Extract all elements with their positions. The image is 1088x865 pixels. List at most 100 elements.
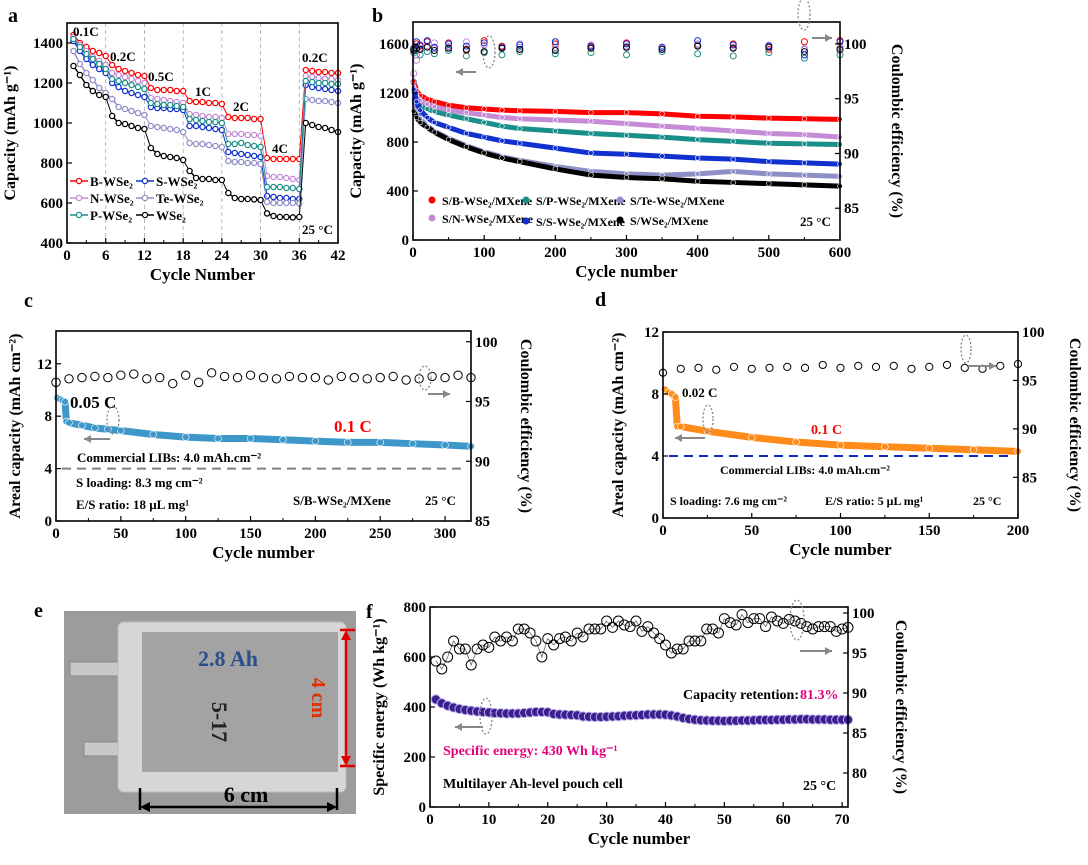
data-point [154, 123, 161, 131]
data-point [147, 144, 155, 152]
ce-point [729, 52, 737, 60]
y-tick-label: 1600 [379, 37, 409, 53]
annotation: 25 °C [803, 779, 836, 794]
data-point [431, 103, 438, 110]
data-point [115, 83, 122, 91]
data-point [296, 213, 303, 221]
y-tick-label: 4 [45, 462, 53, 478]
data-point [748, 433, 756, 442]
data-point [969, 446, 978, 454]
data-point [481, 134, 487, 140]
y2-tick-label: 95 [844, 92, 859, 108]
axis-indicator-ellipse [479, 697, 493, 735]
y-tick-label: 8 [652, 387, 660, 403]
data-point [65, 419, 73, 427]
data-point [134, 109, 142, 117]
data-point [552, 145, 559, 151]
data-point [308, 121, 316, 129]
data-point [108, 95, 116, 103]
data-point [270, 199, 277, 207]
annotation: 0.02 C [682, 385, 717, 400]
ce-point [336, 371, 347, 382]
legend-item: N-WSe₂ [70, 191, 134, 206]
data-point [128, 122, 135, 130]
ce-point [760, 621, 772, 633]
ce-point [571, 627, 583, 639]
ce-point [942, 360, 952, 370]
height-label: 4 cm [307, 678, 329, 719]
ce-point [765, 49, 773, 57]
y-tick-label: 600 [41, 196, 64, 212]
data-point [257, 143, 264, 151]
data-point [289, 184, 297, 192]
y-tick-label: 0 [45, 514, 53, 530]
ce-point [960, 363, 969, 372]
data-point [517, 140, 523, 146]
data-point [308, 96, 316, 104]
data-point [89, 47, 97, 55]
ce-point [907, 364, 916, 373]
ce-point [748, 613, 760, 625]
series-specific-energy [430, 694, 854, 727]
data-point [102, 52, 109, 60]
data-point [321, 124, 329, 132]
x-tick-label: 0 [63, 248, 71, 264]
ce-point [729, 41, 737, 49]
data-point [237, 139, 245, 147]
y2-axis-title: Coulombic efficiency (%) [888, 44, 905, 218]
ce-point [440, 372, 450, 383]
data-point [289, 199, 297, 207]
ce-point [800, 363, 810, 372]
axis-indicator-ellipse [418, 365, 432, 391]
y2-tick-label: 85 [475, 514, 490, 530]
data-point [552, 166, 559, 172]
annotation: 25 °C [800, 214, 831, 229]
ce-point [453, 643, 465, 655]
ce-point [665, 647, 677, 659]
data-point [801, 172, 808, 178]
data-point [134, 77, 142, 85]
data-point [231, 194, 239, 202]
ce-point [818, 621, 830, 633]
ce-point [777, 617, 789, 629]
y2-tick-label: 90 [844, 146, 859, 162]
data-point [214, 434, 222, 443]
legend-label: S/Te-WSe₂/MXene [630, 194, 725, 208]
ce-point [736, 609, 748, 621]
x-tick-label: 50 [717, 812, 732, 828]
data-point [115, 119, 122, 127]
x-tick-label: 0 [659, 523, 667, 539]
data-point [441, 441, 449, 449]
ce-point [747, 364, 756, 373]
data-point [730, 114, 736, 120]
data-point [276, 199, 284, 207]
x-tick-label: 0 [409, 245, 417, 261]
y-axis-title: Specific energy (Wh kg⁻¹) [371, 618, 388, 795]
ce-point [623, 40, 630, 48]
data-point [302, 119, 309, 127]
ce-point [445, 44, 453, 52]
ce-point [501, 631, 513, 643]
ce-point [512, 623, 524, 635]
arrowhead-icon [84, 435, 91, 443]
capacity-label: 2.8 Ah [198, 646, 258, 671]
data-point [283, 155, 290, 163]
x-tick-label: 60 [776, 812, 791, 828]
data-point [70, 62, 77, 70]
data-point [179, 87, 187, 95]
data-point [250, 152, 258, 160]
legend-label: S/B-WSe₂/MXene [442, 194, 533, 208]
data-point [225, 113, 232, 121]
data-point [121, 105, 129, 113]
data-point [102, 65, 109, 73]
ce-point [506, 635, 518, 647]
ce-point [789, 615, 801, 627]
ce-point [524, 627, 536, 639]
data-point [121, 67, 129, 75]
data-point [659, 153, 665, 159]
ce-point [836, 623, 848, 635]
data-point [424, 114, 430, 121]
data-point [134, 71, 142, 79]
data-point [659, 134, 665, 140]
